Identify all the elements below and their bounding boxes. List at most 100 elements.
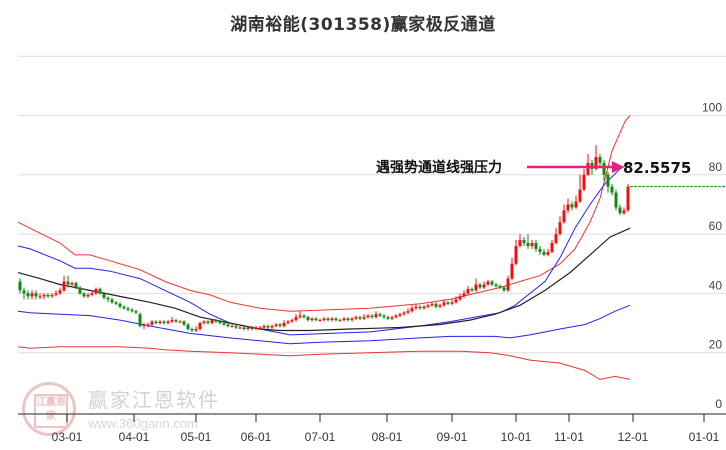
y-tick-label: 80 (709, 160, 723, 174)
resistance-annotation: 遇强势通道线强压力 82.5575 (376, 159, 691, 177)
candle-body (122, 306, 126, 309)
line-inner_lower (17, 304, 631, 345)
candle-body (574, 201, 578, 208)
candle-body (378, 314, 382, 316)
candle-body (114, 302, 118, 304)
candle-body (154, 321, 158, 324)
candle-body (470, 288, 474, 291)
candle-body (242, 327, 246, 329)
candle-body (174, 320, 178, 322)
line-outer_lower (17, 346, 631, 380)
candle-body (94, 288, 98, 294)
candle-body (58, 290, 62, 294)
candle-body (302, 315, 306, 318)
y-tick-label: 100 (702, 101, 722, 115)
candle-body (202, 321, 206, 324)
candle-body (150, 321, 154, 325)
candle-body (462, 293, 466, 297)
candle-body (230, 326, 234, 328)
candle-body (130, 309, 134, 312)
candle-body (558, 222, 562, 235)
candle-body (418, 306, 422, 309)
y-tick-label: 60 (709, 219, 723, 233)
candle-body (626, 186, 630, 211)
candle-body (170, 320, 174, 322)
y-axis-ticks: 0 20 40 60 80 100 (702, 101, 722, 412)
candle-body (422, 306, 426, 309)
candle-body (522, 240, 526, 243)
candle-body (270, 326, 274, 328)
candle-body (166, 321, 170, 324)
candle-body (430, 303, 434, 306)
candle-body (442, 302, 446, 306)
candle-body (46, 294, 50, 297)
candle-body (282, 323, 286, 327)
x-tick-label: 07-01 (305, 430, 336, 444)
x-tick-label: 01-01 (689, 430, 720, 444)
candle-body (34, 293, 38, 297)
candle-body (398, 314, 402, 316)
candle-body (526, 242, 530, 246)
candle-body (158, 321, 162, 324)
candle-body (262, 326, 266, 328)
x-tick-label: 09-01 (437, 430, 468, 444)
x-tick-label: 10-01 (501, 430, 532, 444)
candle-body (310, 318, 314, 321)
annotation-value: 82.5575 (623, 159, 691, 177)
y-tick-label: 40 (709, 278, 723, 292)
candle-body (534, 242, 538, 249)
candle-body (86, 294, 90, 297)
candle-body (118, 303, 122, 307)
candle-body (342, 318, 346, 321)
chart-title: 湖南裕能(301358)赢家极反通道 (230, 15, 496, 35)
candle-body (314, 318, 318, 321)
candle-body (214, 320, 218, 322)
candle-body (278, 324, 282, 327)
candle-body (234, 326, 238, 328)
candle-body (126, 308, 130, 310)
candle-body (250, 327, 254, 329)
candle-body (178, 321, 182, 323)
candle-body (346, 318, 350, 321)
candle-body (586, 162, 590, 175)
line-mid (17, 227, 631, 332)
candle-body (618, 207, 622, 214)
candle-body (538, 248, 542, 252)
x-tick-label: 03-01 (52, 430, 83, 444)
x-axis-ticks: 03-01 04-01 05-01 06-01 07-01 08-01 09-01 10-01… (52, 414, 720, 444)
candle-body (142, 324, 146, 327)
candle-body (542, 251, 546, 255)
candle-body (486, 281, 490, 285)
candle-body (426, 305, 430, 307)
candle-body (274, 324, 278, 327)
candle-body (298, 315, 302, 318)
candle-body (414, 306, 418, 309)
candle-body (22, 290, 26, 294)
candle-body (530, 242, 534, 246)
candle-body (198, 323, 202, 329)
candle-body (354, 317, 358, 319)
candle-body (482, 284, 486, 288)
candle-body (90, 293, 94, 295)
candle-body (390, 317, 394, 319)
candle-body (190, 328, 194, 331)
y-tick-label: 0 (715, 397, 722, 411)
candle-body (466, 288, 470, 294)
annotation-label: 遇强势通道线强压力 (376, 159, 502, 176)
candle-body (458, 296, 462, 300)
candle-body (494, 284, 498, 286)
candle-body (102, 293, 106, 298)
x-tick-label: 06-01 (241, 430, 272, 444)
candle-body (294, 317, 298, 321)
candle-body (266, 326, 270, 328)
candle-body (562, 210, 566, 223)
candle-body (306, 317, 310, 321)
candle-body (374, 314, 378, 318)
candle-body (134, 311, 138, 313)
candle-body (238, 327, 242, 329)
candle-body (406, 311, 410, 313)
candle-body (330, 318, 334, 321)
x-tick-label: 11-01 (554, 430, 584, 444)
candle-body (622, 210, 626, 214)
candle-body (582, 174, 586, 190)
